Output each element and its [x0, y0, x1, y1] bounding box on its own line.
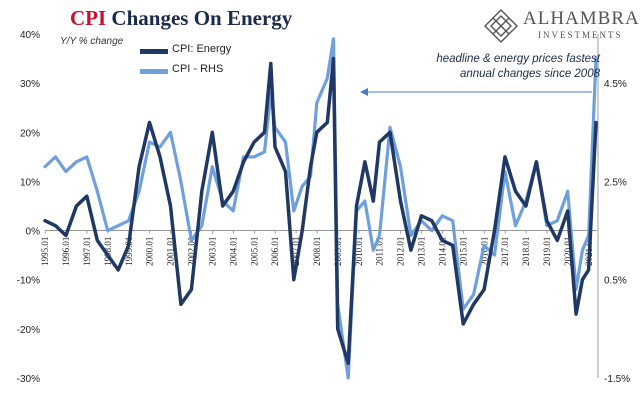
x-tick-label: 2020.01: [563, 237, 573, 266]
logo-name: ALHAMBRA: [523, 8, 640, 29]
x-tick-label: 2018.01: [521, 237, 531, 266]
x-tick-label: 1996.01: [61, 237, 71, 266]
title-cpi: CPI: [70, 6, 107, 30]
right-tick-label: 4.5%: [604, 79, 627, 90]
x-tick-label: 1995.01: [40, 237, 50, 266]
x-tick-label: 2007.01: [291, 237, 301, 266]
left-tick-label: 30%: [20, 79, 40, 90]
annotation: headline & energy prices fastest annual …: [390, 52, 600, 82]
right-tick-label: 2.5%: [604, 177, 627, 188]
x-tick-label: 2017.01: [500, 237, 510, 266]
x-tick-label: 2013.01: [417, 237, 427, 266]
x-tick-label: 2010.01: [354, 237, 364, 266]
x-tick-label: 1998.01: [103, 237, 113, 266]
legend-swatch-cpi: [140, 69, 168, 74]
legend-label-energy: CPI: Energy: [172, 43, 232, 55]
x-tick-label: 2003.01: [207, 237, 217, 266]
right-axis: 4.5% 2.5% 0.5% -1.5%: [597, 34, 630, 385]
legend-swatch-energy: [140, 49, 168, 54]
x-tick-label: 2001.01: [166, 237, 176, 266]
series-line-energy: [43, 56, 598, 366]
x-tick-label: 2004.01: [228, 237, 238, 266]
left-tick-label: -20%: [17, 325, 40, 336]
x-tick-label: 2011.01: [375, 237, 385, 266]
x-tick-label: 2002.01: [187, 237, 197, 266]
x-tick-label: 2000.01: [145, 237, 155, 266]
left-axis: 40% 30% 20% 10% 0% -10% -20% -30%: [17, 30, 40, 385]
left-tick-label: 40%: [20, 30, 40, 41]
x-tick-label: 2006.01: [270, 237, 280, 266]
series-line-cpi: [43, 37, 598, 380]
annotation-arrow-head: [360, 88, 368, 96]
x-tick-label: 1999.01: [124, 237, 134, 266]
x-tick-label: 2019.01: [542, 237, 552, 266]
logo-tagline: INVESTMENTS: [538, 30, 623, 40]
x-tick-label: 2012.01: [396, 237, 406, 266]
chart-subtitle: Y/Y % change: [60, 36, 124, 47]
left-tick-label: 20%: [20, 128, 40, 139]
left-tick-label: -30%: [17, 374, 40, 385]
legend-label-cpi: CPI - RHS: [172, 63, 224, 75]
right-tick-label: -1.5%: [604, 374, 630, 385]
right-tick-label: 0.5%: [604, 276, 627, 287]
x-tick-label: 2015.01: [458, 237, 468, 266]
x-tick-label: 2005.01: [249, 237, 259, 266]
annotation-line-1: headline & energy prices fastest: [436, 53, 600, 65]
left-tick-label: 10%: [20, 177, 40, 188]
diamond-lattice-icon: [484, 9, 518, 43]
chart-title: CPI Changes On Energy: [70, 6, 292, 31]
annotation-line-2: annual changes since 2008: [459, 68, 600, 80]
x-tick-label: 1997.01: [82, 237, 92, 266]
x-tick-label: 2014.01: [437, 237, 447, 266]
alhambra-logo: ALHAMBRA INVESTMENTS: [483, 6, 639, 46]
x-tick-label: 2008.01: [312, 237, 322, 266]
title-rest: Changes On Energy: [111, 6, 293, 30]
left-tick-label: 0%: [26, 227, 41, 238]
left-tick-label: -10%: [17, 276, 40, 287]
